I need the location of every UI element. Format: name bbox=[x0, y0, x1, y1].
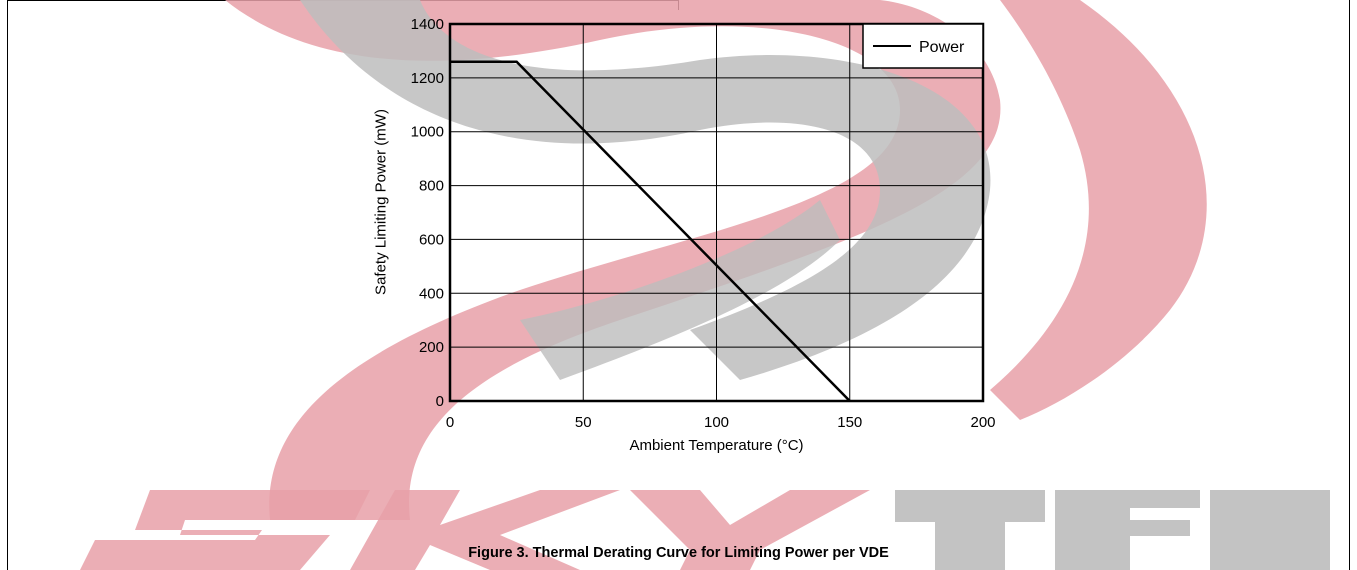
x-tick-label: 150 bbox=[837, 414, 862, 431]
y-tick-label: 1200 bbox=[411, 70, 444, 87]
chart-series bbox=[449, 60, 851, 402]
x-tick-label: 50 bbox=[575, 414, 592, 431]
plot-area-frame bbox=[448, 22, 985, 403]
y-tick-label: 600 bbox=[419, 231, 444, 248]
y-tick-label: 1000 bbox=[411, 124, 444, 141]
series-line-power bbox=[450, 60, 851, 402]
y-tick-label: 800 bbox=[419, 178, 444, 195]
chart-gridlines bbox=[449, 23, 984, 402]
watermark-gray-swoosh bbox=[300, 0, 991, 380]
x-tick-label: 100 bbox=[704, 414, 729, 431]
y-tick-label: 200 bbox=[419, 339, 444, 356]
legend-entry: Power bbox=[919, 39, 965, 56]
watermark-red-swoosh bbox=[225, 0, 1001, 520]
x-tick-label: 0 bbox=[446, 414, 454, 431]
y-tick-label: 1400 bbox=[411, 16, 444, 33]
x-tick-label: 200 bbox=[970, 414, 995, 431]
figure-caption: Figure 3. Thermal Derating Curve for Lim… bbox=[468, 545, 889, 561]
watermark-gray-lower bbox=[520, 200, 840, 380]
watermark-letters bbox=[80, 490, 1330, 570]
chart-legend: Power bbox=[862, 23, 984, 69]
y-tick-label: 400 bbox=[419, 285, 444, 302]
y-axis-label: Safety Limiting Power (mW) bbox=[372, 109, 390, 295]
y-tick-label: 0 bbox=[436, 393, 444, 410]
x-axis-label: Ambient Temperature (°C) bbox=[629, 437, 804, 454]
watermark-red-arc bbox=[990, 0, 1207, 420]
chart-tick-labels: 0 50 100 150 200 0 200 400 600 800 1000 1200 1400 bbox=[411, 16, 996, 431]
